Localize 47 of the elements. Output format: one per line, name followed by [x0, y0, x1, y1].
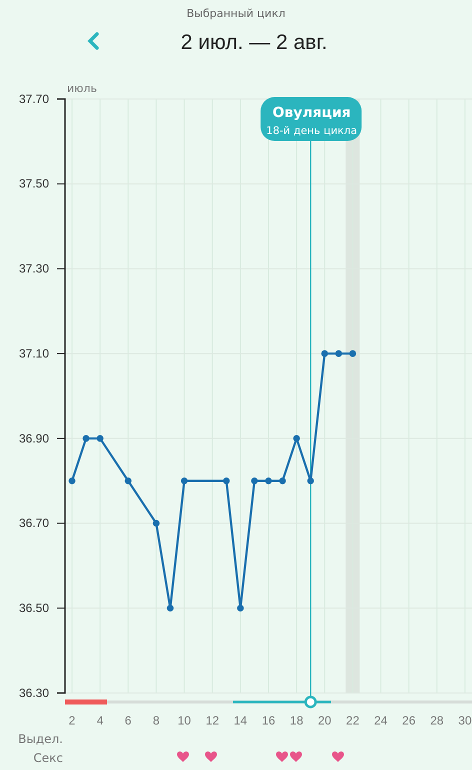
y-tick-label: 36.50 — [18, 600, 50, 615]
ref-line-label: Овуляция — [272, 105, 351, 121]
y-tick-label: 37.70 — [18, 92, 50, 106]
x-tick-label: 8 — [152, 714, 160, 728]
point — [335, 350, 342, 357]
y-tick-label: 36.70 — [18, 516, 50, 530]
y-tick-label: 37.10 — [18, 346, 50, 360]
x-tick-label: 10 — [178, 714, 192, 728]
x-tick-label: 2 — [68, 714, 76, 728]
point — [124, 477, 132, 484]
x-tick-label: 12 — [206, 714, 220, 728]
point — [96, 435, 104, 442]
point — [223, 477, 230, 484]
point — [166, 604, 174, 612]
x-tick-label: 28 — [430, 714, 444, 728]
y-tick-label: 37.30 — [18, 262, 50, 276]
point — [237, 604, 244, 612]
text: Выдел. — [18, 732, 63, 746]
point — [152, 520, 160, 527]
annotation: 18-й день цикла — [266, 125, 358, 137]
point — [279, 477, 286, 484]
x-tick-label: 18 — [290, 714, 304, 728]
x-tick-label: 20 — [318, 714, 332, 728]
point — [307, 477, 314, 484]
x-tick-label: 4 — [96, 714, 104, 728]
point — [321, 350, 328, 357]
x-tick-label: 16 — [262, 714, 276, 728]
x-tick-label: 22 — [346, 714, 360, 728]
point — [82, 435, 90, 442]
point — [293, 435, 300, 442]
x-tick-label: 30 — [458, 714, 472, 728]
chart-subtitle: Выбранный цикл — [186, 7, 286, 20]
point — [180, 477, 188, 484]
point — [265, 477, 272, 484]
chart-title: 2 июл. — 2 авг. — [180, 31, 328, 54]
point — [251, 477, 258, 484]
x-tick-label: 26 — [402, 714, 416, 728]
point — [349, 350, 356, 357]
x-tick-label: 14 — [234, 714, 248, 728]
y-tick-label: 36.30 — [18, 686, 50, 700]
y-tick-label: 37.50 — [18, 176, 50, 191]
text: Секс — [33, 751, 63, 765]
text: июль — [67, 82, 97, 95]
x-tick-label: 24 — [374, 714, 388, 728]
x-tick-label: 6 — [124, 714, 132, 728]
y-tick-label: 36.90 — [18, 431, 50, 446]
point — [68, 477, 76, 484]
